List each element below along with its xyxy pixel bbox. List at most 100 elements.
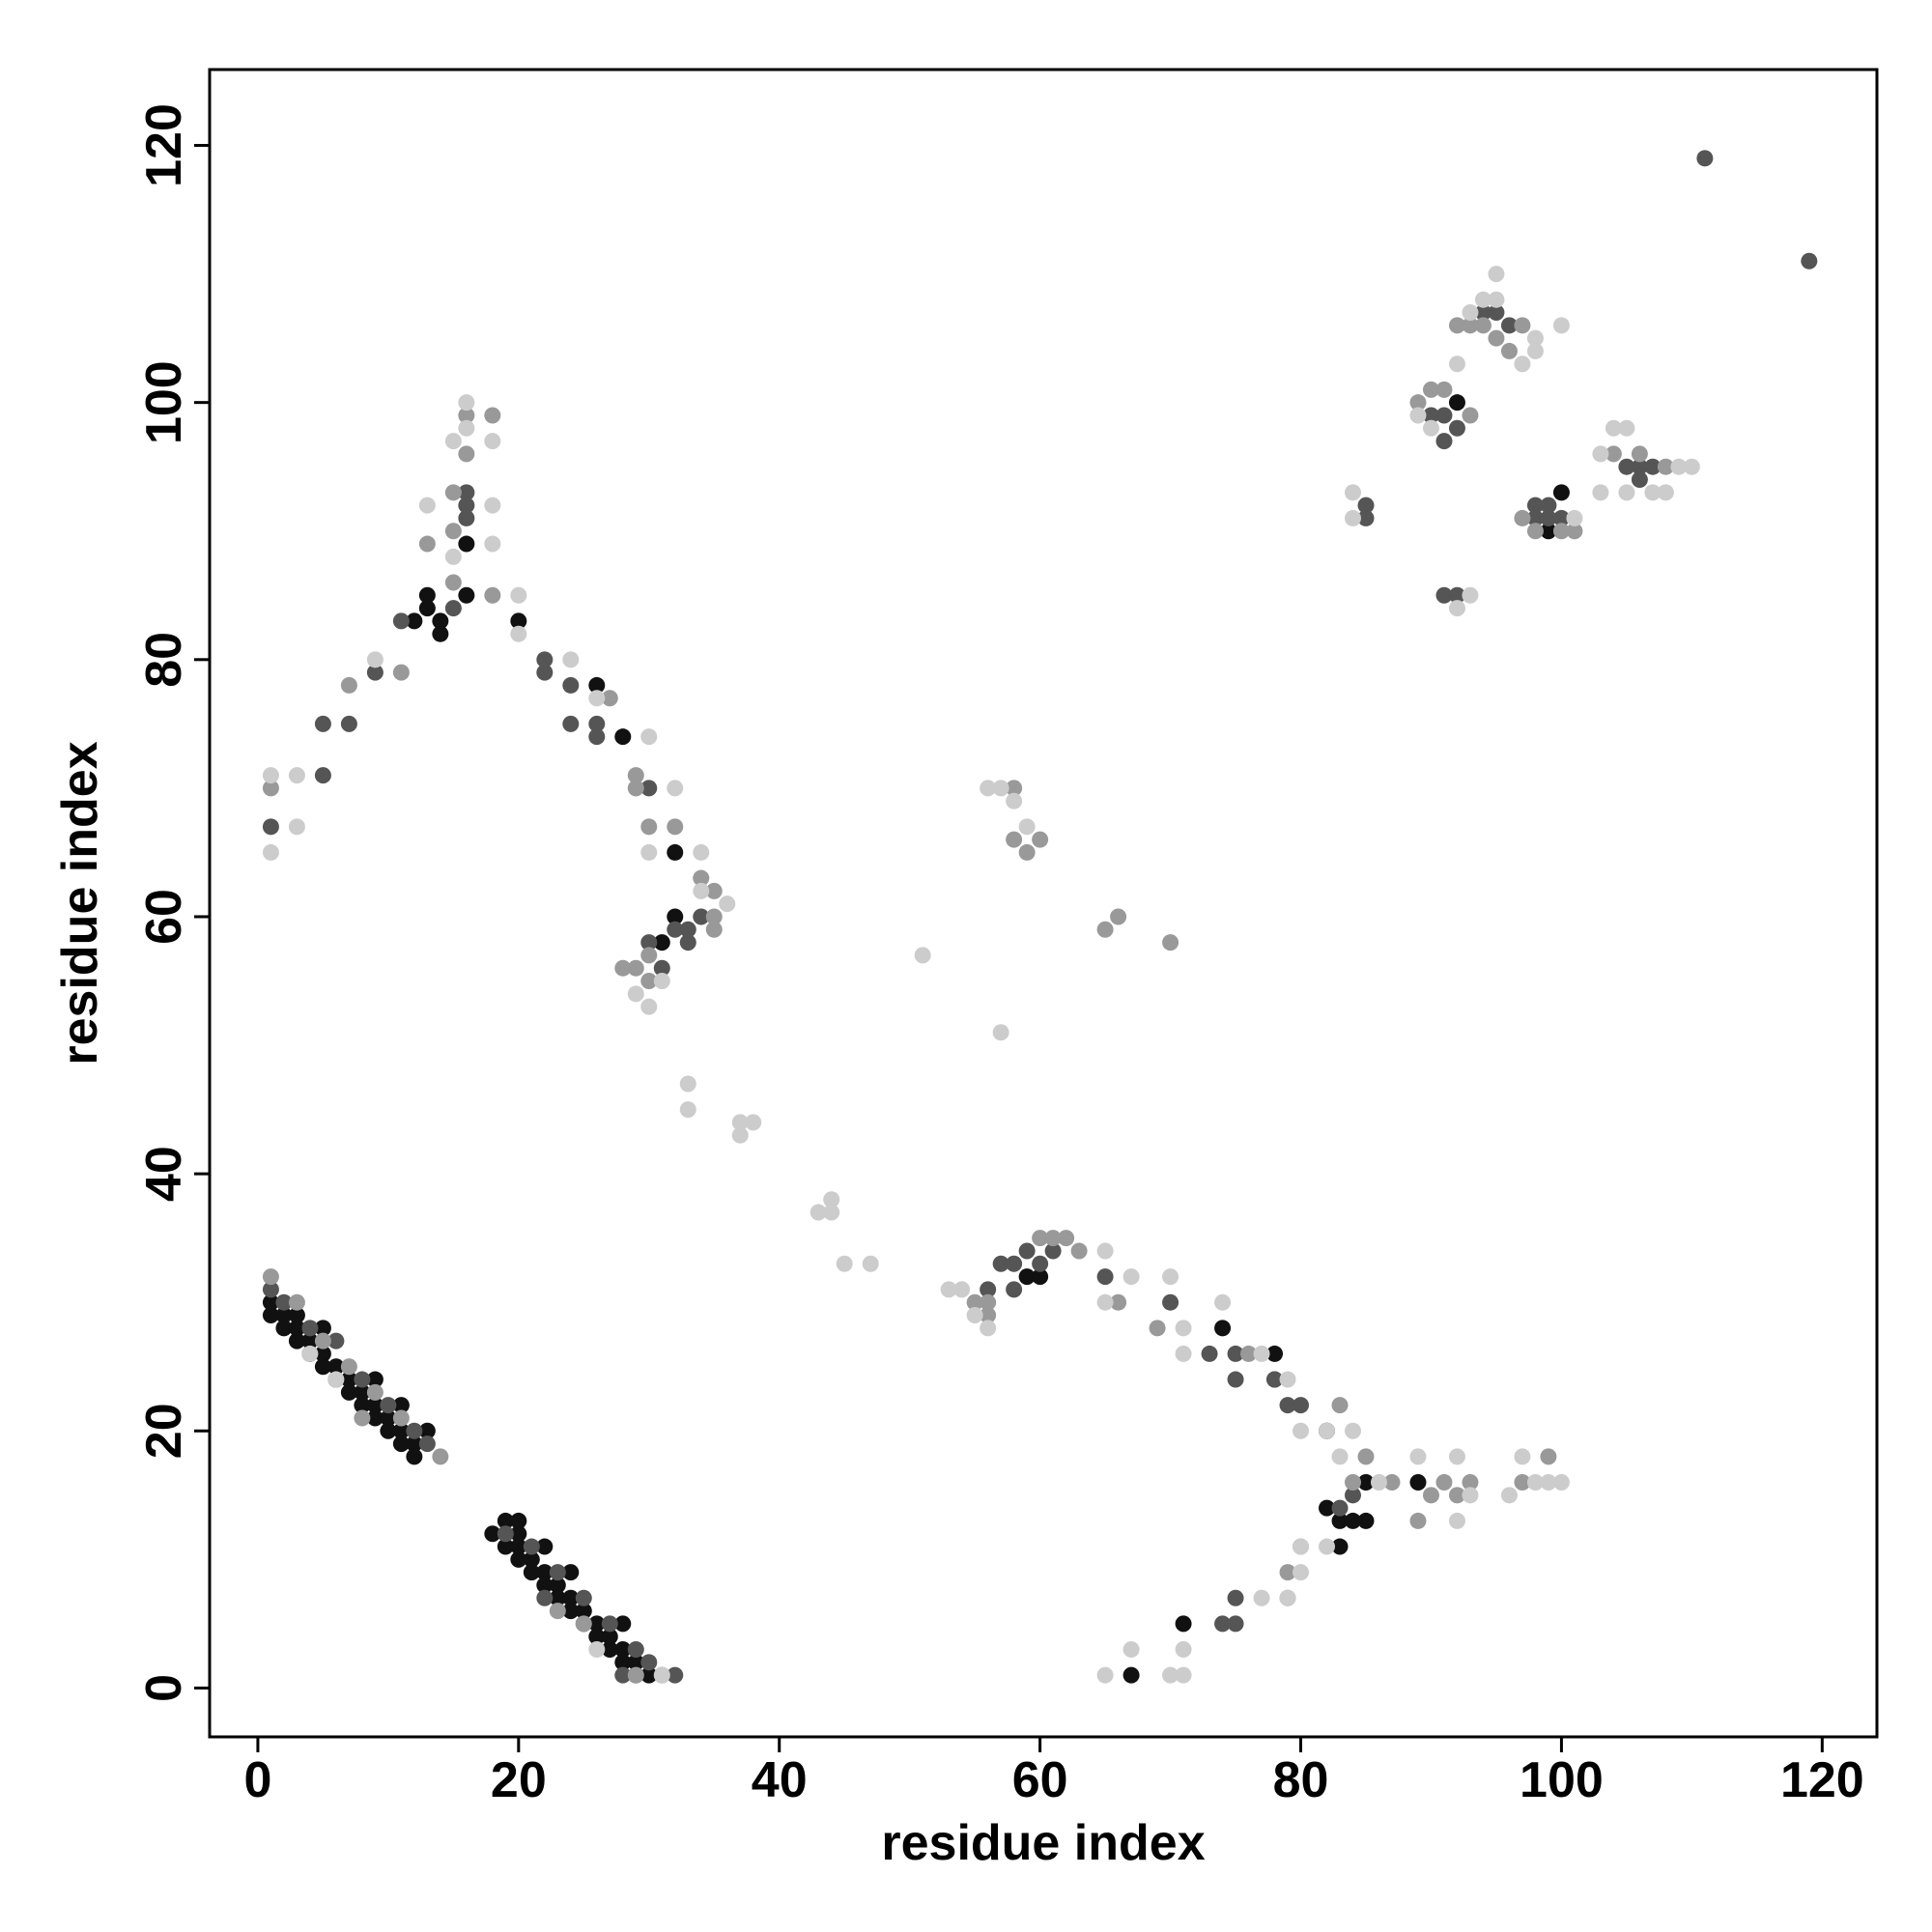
point (1618, 458, 1635, 475)
point (1253, 1589, 1270, 1606)
point (288, 818, 305, 836)
point (1096, 1268, 1114, 1286)
point (1448, 1512, 1465, 1529)
point (432, 1448, 449, 1465)
point (1032, 1255, 1049, 1272)
point (301, 1332, 319, 1350)
point (262, 780, 279, 797)
point (653, 1666, 670, 1684)
point (458, 394, 475, 412)
point (667, 843, 684, 861)
point (340, 676, 357, 694)
point (444, 433, 462, 450)
point (262, 1307, 279, 1324)
point (1435, 1474, 1453, 1492)
point (862, 1255, 879, 1272)
point (640, 843, 658, 861)
point (1540, 523, 1557, 540)
point (1488, 304, 1505, 322)
plot-frame (208, 68, 1879, 1739)
point (1566, 509, 1583, 526)
y-tick-label: 20 (136, 1403, 192, 1459)
point (418, 497, 436, 514)
point (1448, 1448, 1465, 1465)
point (640, 934, 658, 952)
point (1357, 497, 1375, 514)
point (1227, 1589, 1244, 1606)
point (1552, 509, 1570, 526)
point (1448, 1487, 1465, 1504)
point (366, 1409, 384, 1427)
point (536, 1589, 554, 1606)
point (1266, 1345, 1284, 1362)
point (1032, 831, 1049, 848)
point (653, 959, 670, 977)
point (1162, 934, 1179, 952)
point (1149, 1320, 1166, 1337)
point (1526, 497, 1544, 514)
point (262, 767, 279, 784)
point (510, 586, 527, 604)
point (1409, 394, 1427, 412)
point (693, 908, 710, 925)
point (262, 1281, 279, 1298)
point (1175, 1641, 1192, 1659)
point (536, 1538, 554, 1555)
point (914, 947, 931, 964)
point (1448, 586, 1465, 604)
point (392, 1422, 410, 1439)
point (1266, 1371, 1284, 1388)
point (614, 1641, 632, 1659)
point (679, 1101, 696, 1119)
point (1293, 1564, 1310, 1581)
point (588, 1615, 606, 1633)
point (1227, 1345, 1244, 1362)
point (458, 445, 475, 463)
point (1175, 1345, 1192, 1362)
x-tick-label: 20 (491, 1752, 547, 1808)
point (1214, 1615, 1232, 1633)
point (1514, 355, 1531, 373)
point (1552, 317, 1570, 334)
point (484, 535, 501, 553)
point (288, 1320, 305, 1337)
point (444, 600, 462, 617)
point (1605, 419, 1622, 437)
point (418, 600, 436, 617)
point (458, 484, 475, 501)
point (1540, 497, 1557, 514)
point (380, 1397, 397, 1414)
point (1096, 921, 1114, 938)
point (1644, 484, 1662, 501)
point (1552, 484, 1570, 501)
point (1162, 1666, 1179, 1684)
point (484, 497, 501, 514)
point (1345, 1422, 1362, 1439)
point (1540, 1448, 1557, 1465)
point (667, 1666, 684, 1684)
point (627, 767, 644, 784)
point (1488, 266, 1505, 283)
point (1110, 1293, 1127, 1311)
point (731, 1114, 749, 1131)
x-tick-label: 0 (243, 1752, 271, 1808)
point (314, 767, 331, 784)
point (536, 651, 554, 668)
point (458, 497, 475, 514)
point (627, 1641, 644, 1659)
point (444, 548, 462, 565)
point (588, 690, 606, 707)
point (667, 908, 684, 925)
point (1122, 1268, 1140, 1286)
point (1552, 523, 1570, 540)
point (588, 728, 606, 746)
point (810, 1204, 827, 1221)
point (1044, 1242, 1062, 1260)
point (366, 651, 384, 668)
point (301, 1320, 319, 1337)
point (314, 1332, 331, 1350)
point (1279, 1564, 1296, 1581)
point (980, 780, 997, 797)
point (627, 780, 644, 797)
point (262, 1268, 279, 1286)
